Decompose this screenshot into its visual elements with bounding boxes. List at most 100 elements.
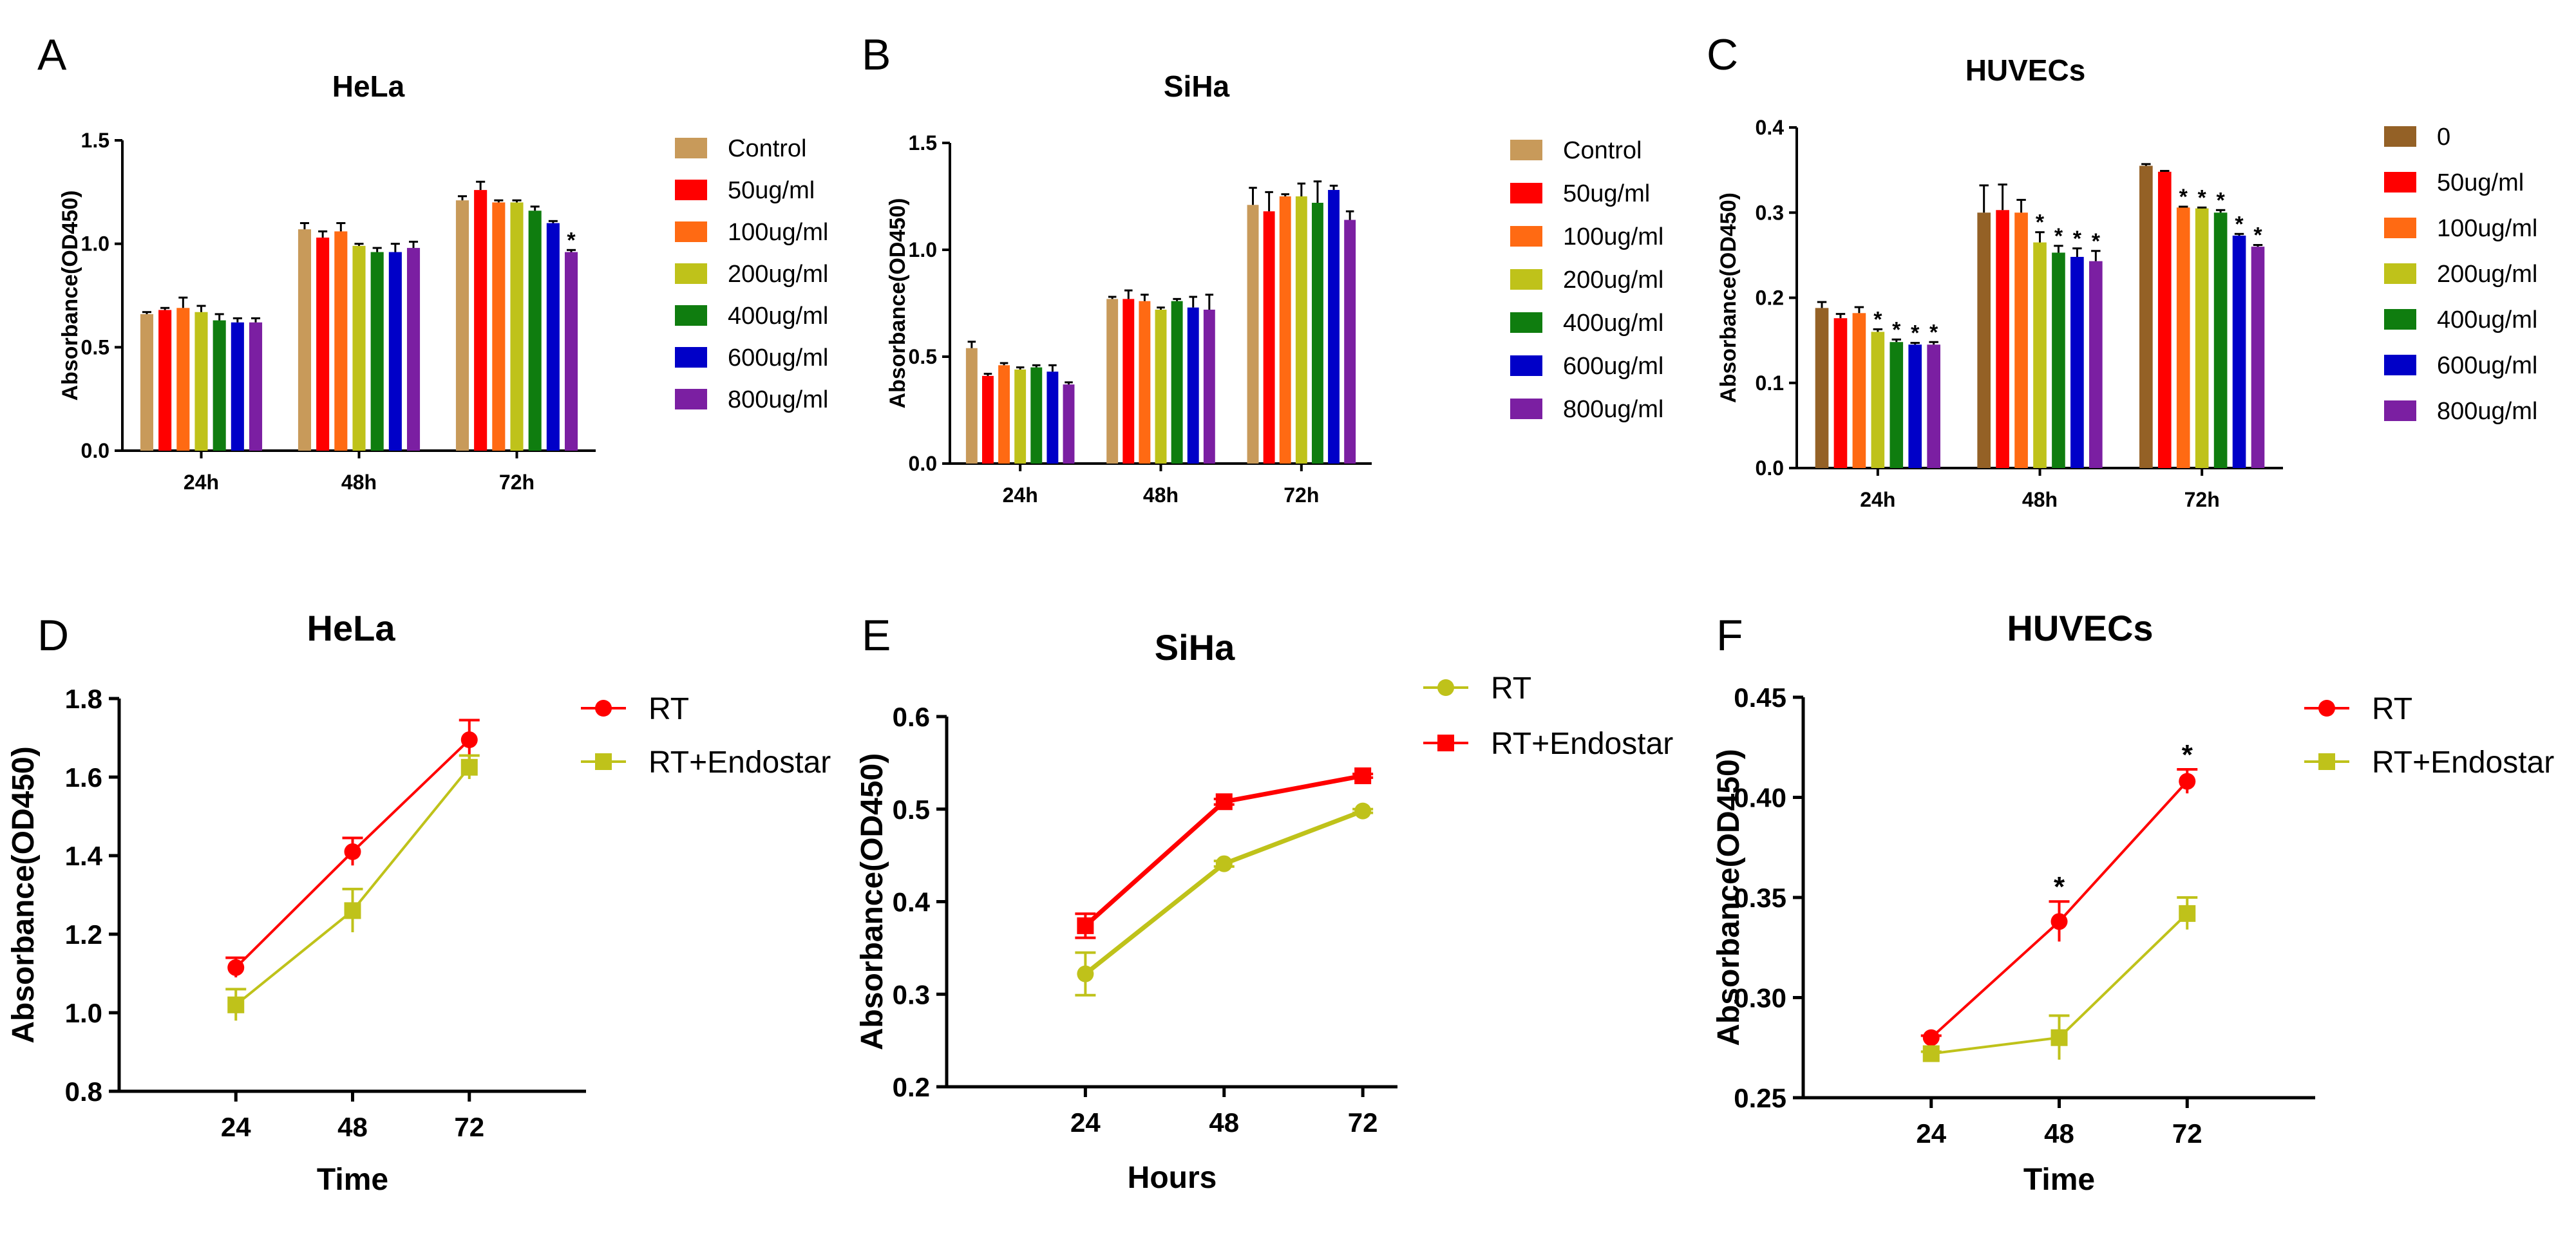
legend-swatch	[675, 389, 707, 409]
bar	[334, 231, 348, 451]
bar	[2139, 165, 2153, 468]
y-tick-label: 1.0	[909, 238, 937, 261]
data-point	[1354, 802, 1372, 820]
bar	[1852, 313, 1866, 468]
bar	[564, 252, 578, 451]
data-point	[2050, 913, 2068, 930]
bar	[1279, 196, 1291, 464]
x-tick-label: 24	[221, 1112, 251, 1142]
significance-marker: *	[2179, 185, 2188, 209]
data-point	[1922, 1029, 1940, 1046]
bar	[1908, 344, 1922, 468]
series-1	[225, 754, 480, 1021]
data-point	[1215, 793, 1233, 811]
legend-swatch	[675, 138, 707, 158]
legend-swatch	[2384, 218, 2416, 238]
bar	[2176, 207, 2190, 468]
bar	[510, 202, 524, 451]
legend-swatch	[675, 180, 707, 200]
y-tick-label: 0.1	[1756, 371, 1784, 395]
legend-swatch	[675, 305, 707, 326]
bar	[2052, 252, 2065, 468]
chart-title: SiHa	[1155, 627, 1235, 668]
bar	[2232, 235, 2246, 468]
bar	[1247, 205, 1259, 464]
x-tick-label: 48	[1209, 1107, 1239, 1138]
significance-marker: *	[567, 228, 576, 252]
y-tick-label: 0.5	[893, 794, 930, 825]
data-point	[344, 843, 361, 860]
significance-marker: *	[2253, 223, 2262, 248]
y-tick-label: 0.25	[1734, 1083, 1786, 1113]
bar	[1046, 371, 1059, 464]
legend-swatch	[2384, 309, 2416, 330]
bar	[965, 348, 978, 464]
series-5	[231, 220, 560, 451]
data-point	[344, 902, 361, 919]
bar	[1311, 202, 1323, 464]
series-1	[158, 180, 488, 451]
y-axis-label: Absorbance(OD450)	[1712, 749, 1746, 1046]
bar	[388, 252, 402, 451]
panel-b: B SiHa 0.0 0.5 1.0 1.5 Absorbance(OD450) 24h 48h…	[862, 30, 1663, 507]
bar	[1996, 210, 2009, 468]
bar	[2014, 212, 2028, 468]
data-point	[1354, 767, 1372, 784]
bar	[194, 312, 208, 451]
bar	[1063, 384, 1075, 464]
panel-letter: D	[37, 611, 69, 660]
y-tick-label: 0.3	[1756, 201, 1784, 224]
x-axis-label: Time	[2023, 1163, 2095, 1197]
y-tick-label: 0.5	[81, 335, 109, 359]
series-4	[1030, 180, 1323, 464]
chart-title: HUVECs	[2007, 608, 2153, 648]
significance-marker: *	[2073, 227, 2082, 251]
significance-marker: *	[2092, 229, 2101, 254]
legend-label: 200ug/ml	[1563, 267, 1663, 294]
panel-a: A HeLa 0.0 0.5 1.0 1.5 Absorbance(OD450) 24h 48h…	[37, 30, 828, 494]
y-tick-label: 1.8	[65, 684, 102, 714]
bar	[1295, 196, 1307, 464]
y-tick-label: 0.6	[893, 702, 930, 732]
series-4: * * *	[1889, 188, 2228, 468]
data-point	[2179, 905, 2196, 922]
bar	[1203, 309, 1215, 464]
legend-label: RT+Endostar	[2372, 746, 2554, 780]
bar	[528, 211, 542, 451]
legend-swatch	[1510, 269, 1542, 290]
bar	[298, 229, 312, 451]
legend-label: 200ug/ml	[728, 261, 828, 288]
legend-label: 50ug/ml	[728, 177, 815, 204]
bar	[406, 248, 421, 451]
x-tick-label: 24	[1070, 1107, 1101, 1138]
series-3: * * *	[1871, 185, 2209, 468]
y-tick-label: 0.35	[1734, 883, 1786, 913]
legend-label: 600ug/ml	[2437, 352, 2537, 379]
y-tick-label: 1.0	[65, 998, 102, 1028]
series-0: **	[1920, 739, 2198, 1046]
series-0	[1075, 802, 1374, 997]
series-1	[1920, 896, 2198, 1062]
chart-title: SiHa	[1164, 70, 1230, 103]
legend-swatch	[2384, 400, 2416, 421]
y-tick-label: 1.5	[81, 129, 109, 152]
bar	[1030, 367, 1043, 464]
significance-marker: *	[1873, 307, 1882, 332]
bar	[1014, 369, 1027, 464]
bar	[2251, 247, 2265, 468]
data-point	[227, 996, 245, 1013]
significance-marker: *	[2182, 739, 2193, 771]
data-point	[460, 731, 478, 749]
legend-swatch	[1510, 399, 1542, 419]
legend-marker	[2318, 700, 2335, 717]
x-tick-label: 72h	[499, 471, 535, 494]
legend-swatch	[675, 347, 707, 368]
legend-label: 0	[2437, 124, 2450, 151]
bar	[213, 320, 226, 451]
y-tick-label: 1.6	[65, 762, 102, 793]
series-5	[1046, 184, 1340, 464]
y-axis-label: Absorbance(OD450)	[886, 198, 910, 409]
data-point	[1215, 855, 1233, 872]
